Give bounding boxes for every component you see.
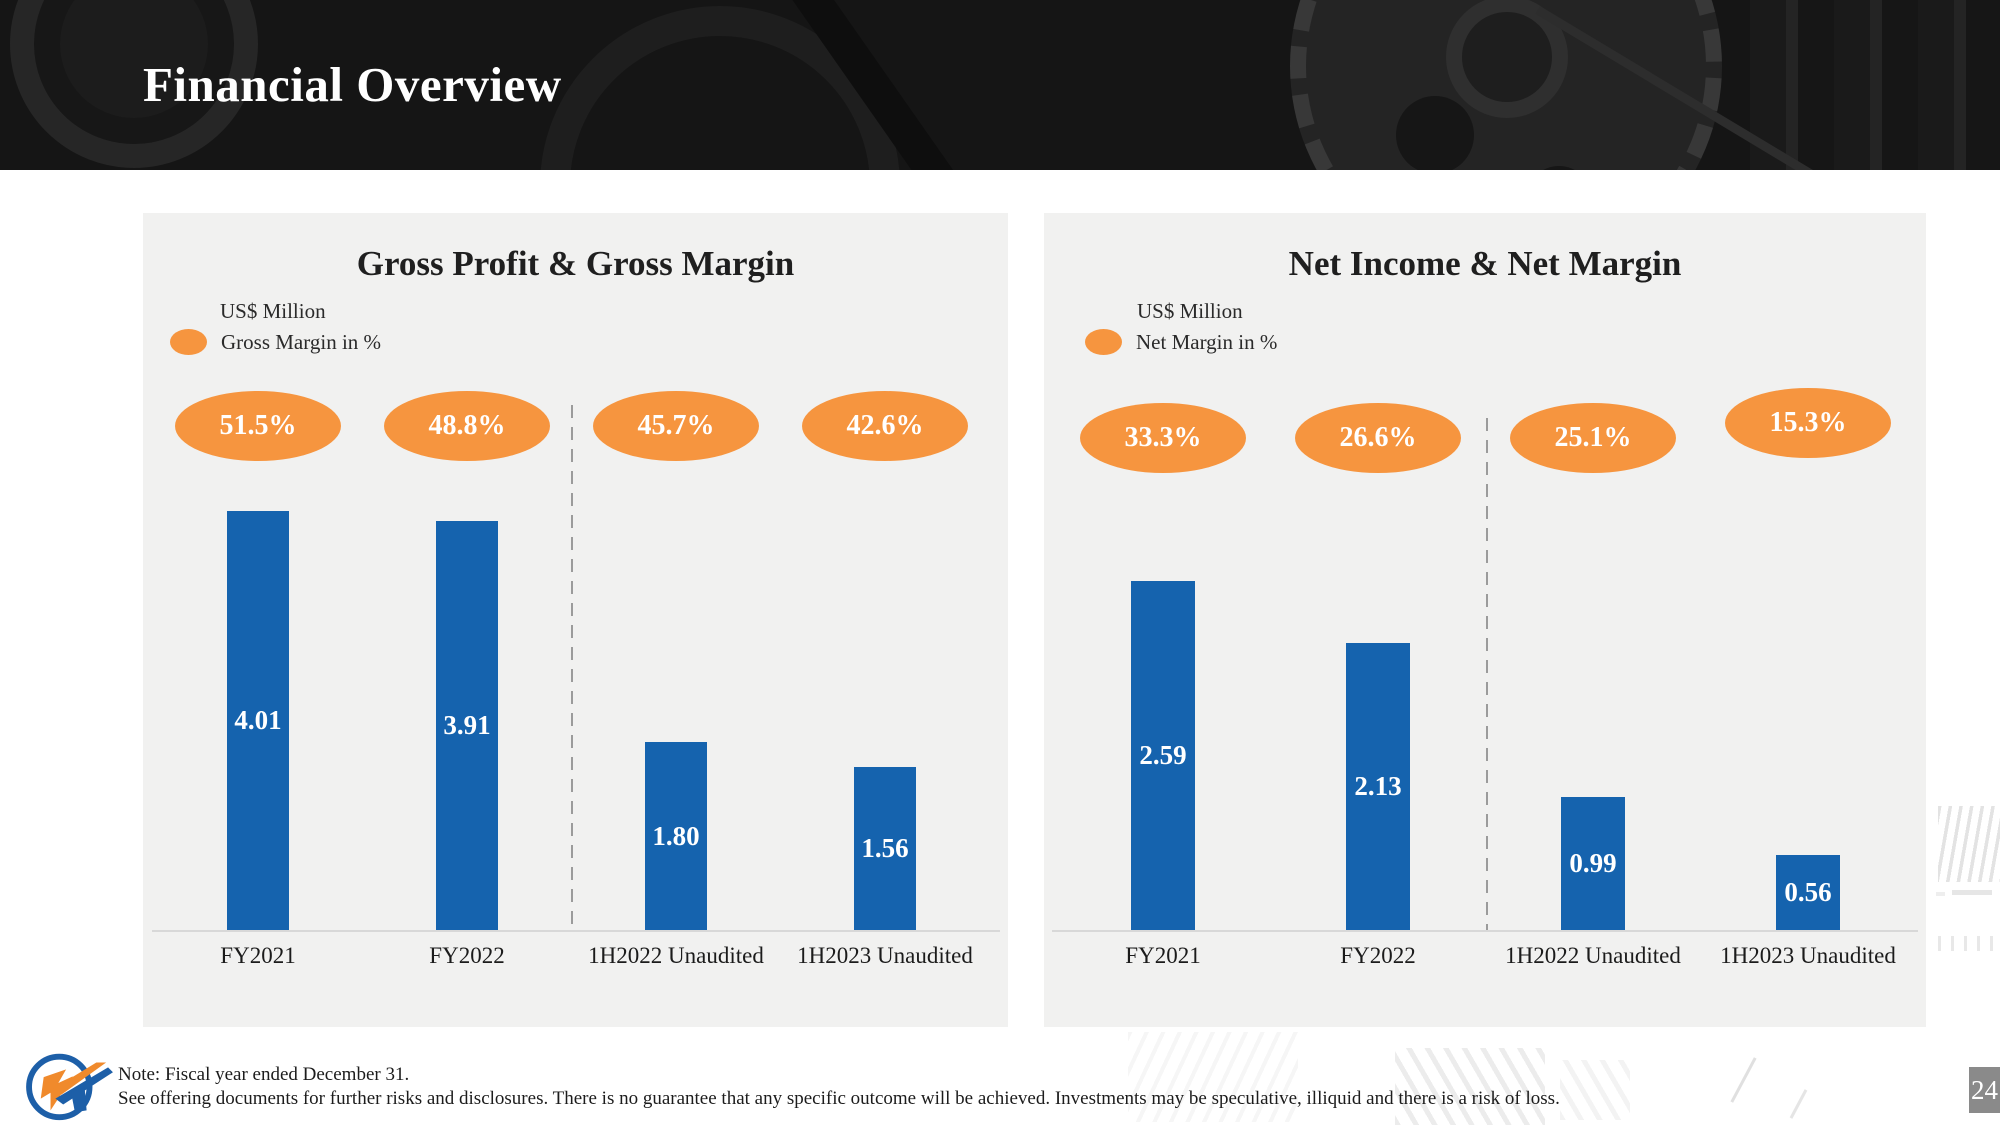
banner-belt-decoration xyxy=(792,0,970,170)
margin-bubble-fy2022: 48.8% xyxy=(384,391,550,461)
hatch-decoration xyxy=(1560,1060,1630,1120)
legend-net-margin: Net Margin in % xyxy=(1085,329,1277,355)
margin-bubble-1h2022-unaudited: 45.7% xyxy=(593,391,759,461)
bar-fy2021: 4.01 xyxy=(227,511,289,930)
x-axis-label-fy2022: FY2022 xyxy=(1340,943,1416,968)
margin-bubble-fy2022: 26.6% xyxy=(1295,403,1461,473)
x-axis-label-1h2023-unaudited: 1H2023 Unaudited xyxy=(797,943,973,968)
tick-decoration xyxy=(1938,936,2000,951)
x-axis-label-fy2022: FY2022 xyxy=(429,943,505,968)
unaudited-separator-line xyxy=(571,405,573,930)
orange-oval-legend-marker xyxy=(1085,329,1122,355)
legend-gross-margin: Gross Margin in % xyxy=(170,329,381,355)
hatch-decoration xyxy=(1395,1048,1545,1125)
bar-fy2022: 3.91 xyxy=(436,521,498,930)
x-axis-line xyxy=(152,930,1000,932)
chart-title-net-income: Net Income & Net Margin xyxy=(1288,244,1682,283)
slash-decoration xyxy=(1789,1089,1808,1119)
bar-1h2022-unaudited: 0.99 xyxy=(1561,797,1625,930)
hatch-decoration xyxy=(1938,806,2000,882)
bar-1h2022-unaudited: 1.80 xyxy=(645,742,707,930)
x-axis-label-1h2022-unaudited: 1H2022 Unaudited xyxy=(588,943,764,968)
margin-bubble-1h2022-unaudited: 25.1% xyxy=(1510,403,1676,473)
sprocket-hole xyxy=(1396,96,1474,170)
margin-bubble-1h2023-unaudited: 15.3% xyxy=(1725,388,1891,458)
margin-bubble-1h2023-unaudited: 42.6% xyxy=(802,391,968,461)
slash-decoration xyxy=(1730,1057,1757,1103)
sprocket-hole xyxy=(1526,166,1592,170)
bar-value-label: 2.59 xyxy=(1139,740,1187,770)
company-logo xyxy=(26,1053,113,1121)
x-axis-label-fy2021: FY2021 xyxy=(220,943,296,968)
bar-1h2023-unaudited: 1.56 xyxy=(854,767,916,930)
axis-unit-label-gross: US$ Million xyxy=(220,299,326,323)
footer-note-line2: See offering documents for further risks… xyxy=(118,1088,1560,1109)
x-axis-label-1h2022-unaudited: 1H2022 Unaudited xyxy=(1505,943,1681,968)
axis-unit-label-net: US$ Million xyxy=(1137,299,1243,323)
bar-value-label: 2.13 xyxy=(1354,771,1402,801)
x-axis-line xyxy=(1052,930,1918,932)
dash-decoration xyxy=(1952,890,1992,895)
banner-photo-streaks xyxy=(1750,0,2000,170)
bar-value-label: 0.56 xyxy=(1784,877,1832,907)
footer-note-line1: Note: Fiscal year ended December 31. xyxy=(118,1064,410,1085)
bar-value-label: 0.99 xyxy=(1569,848,1617,878)
header-banner: Financial Overview xyxy=(0,0,2000,170)
bar-value-label: 1.80 xyxy=(652,820,700,851)
x-axis-label-1h2023-unaudited: 1H2023 Unaudited xyxy=(1720,943,1896,968)
dash-decoration xyxy=(1936,892,1945,896)
bar-value-label: 3.91 xyxy=(443,710,491,740)
bar-fy2022: 2.13 xyxy=(1346,643,1410,930)
chart-title-gross-profit: Gross Profit & Gross Margin xyxy=(356,244,795,283)
bar-fy2021: 2.59 xyxy=(1131,581,1195,930)
slide-title: Financial Overview xyxy=(143,57,562,112)
legend-gross-margin-label: Gross Margin in % xyxy=(221,329,382,354)
legend-net-margin-label: Net Margin in % xyxy=(1136,329,1278,354)
page-number-badge: 24 xyxy=(1969,1067,2000,1113)
unaudited-separator-line xyxy=(1486,418,1488,930)
orange-oval-legend-marker xyxy=(170,329,207,355)
margin-bubble-fy2021: 33.3% xyxy=(1080,403,1246,473)
bar-value-label: 1.56 xyxy=(861,833,909,863)
margin-bubble-fy2021: 51.5% xyxy=(175,391,341,461)
bar-1h2023-unaudited: 0.56 xyxy=(1776,855,1840,930)
x-axis-label-fy2021: FY2021 xyxy=(1125,943,1201,968)
bar-value-label: 4.01 xyxy=(234,705,282,735)
